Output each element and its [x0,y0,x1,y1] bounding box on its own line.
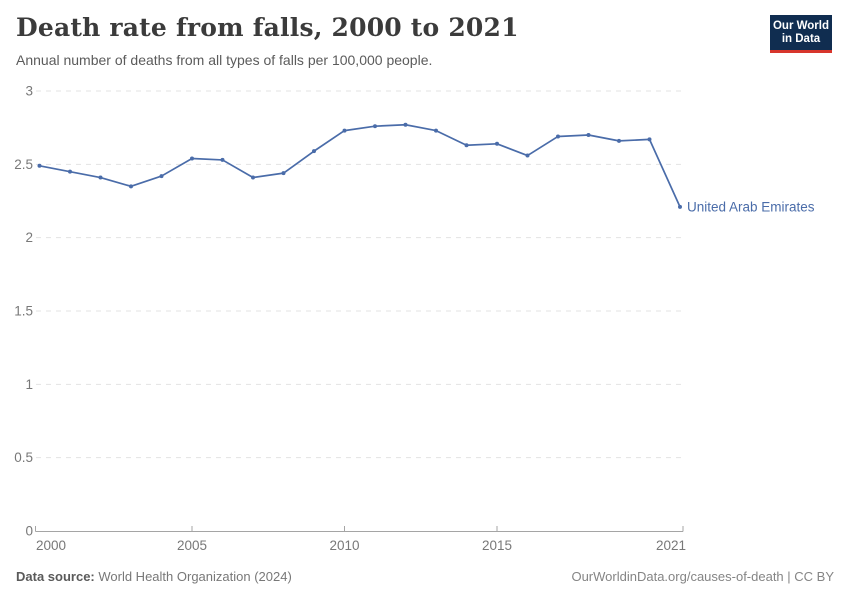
data-point-2015 [495,141,499,146]
data-point-2018 [586,133,591,137]
page-title: Death rate from falls, 2000 to 2021 [16,13,519,42]
y-axis-tick-label: 1 [25,377,33,392]
data-line-united-arab-emirates[interactable] [38,123,681,208]
chart-footer: Data source: World Health Organization (… [16,569,834,584]
owid-logo-line1: Our World [772,20,829,32]
chart-subtitle: Annual number of deaths from all types o… [16,52,433,68]
y-axis-tick-label: 1.5 [14,304,33,319]
data-point-2004 [159,174,164,179]
data-point-2012 [403,122,408,127]
line-chart-plot-area[interactable]: 0 0.5 1 1.5 2 2.5 3 2000 2005 2010 2015 2021 United … [0,0,850,565]
data-source-label: Data source: [16,569,95,584]
x-axis-tick-label: 2005 [177,538,207,553]
data-point-2000 [37,163,42,168]
data-point-2008 [281,171,286,176]
data-point-2005 [190,156,194,161]
y-axis-tick-label: 2.5 [14,157,33,172]
data-point-2001 [68,169,72,174]
data-point-2010 [342,128,347,133]
x-axis-tick-label: 2010 [329,538,359,553]
owid-logo-line2: in Data [781,33,821,45]
series-label-united-arab-emirates[interactable]: United Arab Emirates [687,199,815,214]
y-axis-tick-label: 3 [25,84,33,99]
data-point-2020 [647,137,652,142]
y-axis-tick-label: 2 [25,230,33,245]
data-point-2021 [678,204,682,209]
y-axis-tick-label: 0.5 [14,450,33,465]
footer-citation-link[interactable]: OurWorldinData.org/causes-of-death | CC … [571,569,834,584]
data-point-2003 [129,184,133,189]
data-source-note: Data source: World Health Organization (… [16,569,292,584]
x-axis-tick-label: 2015 [482,538,512,553]
data-point-2019 [617,138,621,143]
owid-logo[interactable]: Our World in Data [770,15,832,53]
data-point-2013 [434,128,438,133]
data-point-2017 [556,134,560,139]
data-point-2002 [98,175,103,180]
data-point-2009 [312,149,316,154]
data-source-value: World Health Organization (2024) [94,569,292,584]
data-point-2014 [464,143,469,148]
data-point-2006 [220,157,225,162]
x-axis-tick-label: 2000 [36,538,66,553]
data-point-2007 [251,175,255,180]
data-point-2011 [373,124,377,129]
y-axis-tick-label: 0 [25,524,33,539]
x-axis-tick-label: 2021 [656,538,686,553]
data-point-2016 [525,153,530,158]
